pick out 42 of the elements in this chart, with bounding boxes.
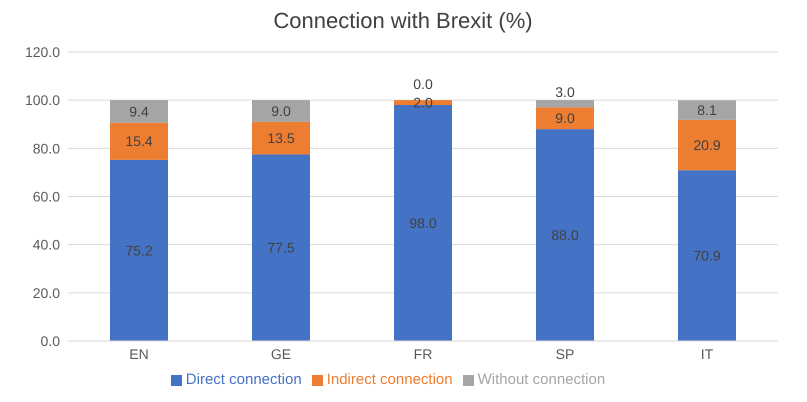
data-label: 70.9 xyxy=(693,248,721,264)
data-label: 13.5 xyxy=(267,130,295,146)
legend-label: Without connection xyxy=(478,371,606,388)
data-label: 88.0 xyxy=(551,226,579,243)
x-tick-label: EN xyxy=(129,346,149,362)
x-tick-label: GE xyxy=(270,346,292,362)
chart-title: Connection with Brexit (%) xyxy=(272,8,534,34)
y-tick-label: 100.0 xyxy=(24,92,60,108)
y-tick-label: 120.0 xyxy=(24,44,60,60)
legend-label: Direct connection xyxy=(186,371,302,388)
data-label: 15.4 xyxy=(125,133,153,150)
bar xyxy=(678,100,736,120)
y-tick-label: 0.0 xyxy=(40,332,60,349)
bar xyxy=(536,107,594,130)
data-label: 9.0 xyxy=(555,110,575,126)
bar xyxy=(110,160,168,341)
x-tick-label: FR xyxy=(414,346,432,362)
data-label: 98.0 xyxy=(409,214,437,231)
data-label: 20.9 xyxy=(693,136,721,153)
x-tick-label: IT xyxy=(700,346,714,362)
data-label: 0.0 xyxy=(413,76,433,92)
bar xyxy=(252,122,310,154)
y-tick-label: 40.0 xyxy=(32,236,60,253)
x-tick-label: SP xyxy=(556,346,574,362)
bar xyxy=(252,154,310,341)
y-tick-label: 60.0 xyxy=(32,188,60,204)
bar xyxy=(678,170,736,341)
data-label: 8.1 xyxy=(697,102,717,118)
bar xyxy=(110,100,168,123)
legend-label: Indirect connection xyxy=(326,371,453,388)
bar xyxy=(110,122,168,160)
data-label: 75.2 xyxy=(125,242,153,258)
bar xyxy=(252,100,310,122)
y-tick-label: 80.0 xyxy=(32,140,60,156)
bar xyxy=(536,129,594,341)
data-label: 9.0 xyxy=(271,102,291,119)
y-tick-label: 20.0 xyxy=(32,284,60,301)
bar xyxy=(536,100,594,108)
data-label: 3.0 xyxy=(555,84,575,100)
data-label: 77.5 xyxy=(267,240,295,256)
data-label: 9.4 xyxy=(129,103,149,120)
bar xyxy=(678,120,736,170)
